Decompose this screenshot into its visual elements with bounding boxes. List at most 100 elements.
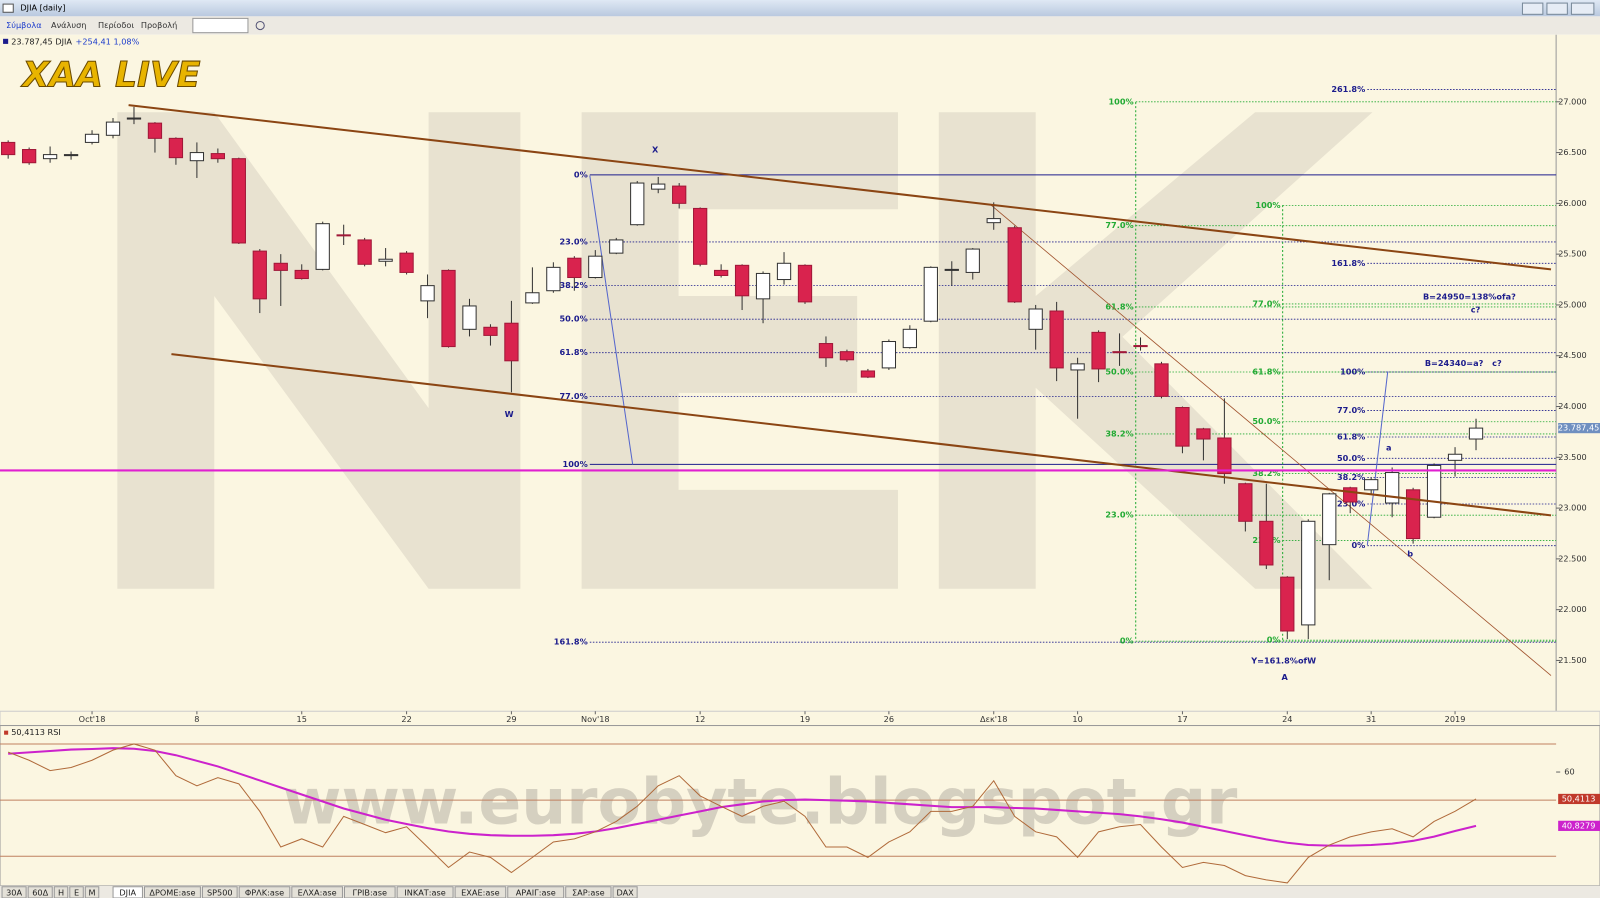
- tab-label[interactable]: ΙΝΚΑΤ:ase: [404, 887, 445, 897]
- wave-annotation: a: [1386, 442, 1392, 452]
- wave-annotation: B=24950=138%ofa?: [1423, 291, 1516, 301]
- candle-body: [546, 266, 561, 292]
- fib-label: 50.0%: [1252, 416, 1280, 426]
- tab-label[interactable]: DJIA: [119, 887, 136, 897]
- candle-body: [357, 239, 372, 265]
- candle-body: [1447, 453, 1463, 461]
- candle-body: [210, 153, 225, 160]
- candle-body: [1343, 487, 1358, 503]
- fib-label: 100%: [1108, 96, 1133, 106]
- candle-body: [1070, 363, 1085, 371]
- window-controls[interactable]: [1521, 2, 1595, 15]
- fib-label: 77.0%: [1337, 405, 1365, 415]
- rsi-line: [7, 743, 1477, 884]
- candle-body: [420, 285, 435, 302]
- fib-label: 38.2%: [1337, 472, 1365, 482]
- candle-body: [231, 158, 246, 244]
- tab-label[interactable]: ΔΡΟΜΕ:ase: [149, 887, 195, 897]
- candle-body: [273, 262, 288, 271]
- rsi-last-label-box: [1558, 793, 1600, 805]
- x-tick-label: 17: [1177, 714, 1187, 724]
- channel-lower: [171, 353, 1552, 517]
- candle-body: [693, 207, 708, 265]
- fib-label: 50.0%: [1105, 366, 1133, 376]
- tab-label[interactable]: E: [74, 887, 79, 897]
- fib-label: 0%: [1267, 635, 1281, 645]
- candle-body: [944, 268, 959, 271]
- rsi-panel: [0, 725, 1600, 887]
- fib-label: 100%: [1255, 200, 1280, 210]
- candle-body: [483, 326, 498, 336]
- candle-body: [1322, 493, 1337, 546]
- fib-label: 61.8%: [1337, 431, 1365, 441]
- candle-body: [105, 121, 121, 136]
- x-tick-label: 2019: [1445, 714, 1466, 724]
- candle-body: [902, 328, 917, 349]
- candle-body: [818, 343, 834, 359]
- candle-body: [441, 269, 456, 348]
- wave-annotation: c?: [1471, 305, 1481, 315]
- fib-label: 77.0%: [1105, 220, 1133, 230]
- wave-annotation: A: [1282, 672, 1289, 682]
- fib-label: 0%: [1351, 540, 1365, 550]
- tab-label[interactable]: 60Δ: [32, 887, 48, 897]
- menu-item[interactable]: Περίοδοι: [98, 20, 134, 30]
- tab-label[interactable]: ΦΡΛΚ:ase: [245, 887, 284, 897]
- fib-label: 61.8%: [1252, 366, 1280, 376]
- candle-body: [504, 322, 519, 362]
- rsi-average-line: [8, 747, 1477, 847]
- candle-body: [1468, 427, 1484, 440]
- menu-item[interactable]: Ανάλυση: [51, 20, 86, 30]
- menu-item[interactable]: Προβολή: [141, 20, 178, 30]
- fib-label: 61.8%: [559, 347, 587, 357]
- wave-annotation: B=24340=a?: [1425, 358, 1484, 368]
- symbol-input[interactable]: [192, 17, 249, 34]
- candle-body: [378, 258, 393, 262]
- fib-label: 100%: [1340, 366, 1365, 376]
- y-tick-label: 23.000: [1558, 503, 1587, 513]
- candle-body: [839, 351, 855, 361]
- title-bar: [0, 0, 1600, 17]
- candle-body: [126, 117, 142, 120]
- tab-label[interactable]: ΕΧΑΕ:ase: [461, 887, 500, 897]
- x-tick-label: 22: [401, 714, 411, 724]
- candle-body: [1196, 428, 1211, 440]
- tab-label[interactable]: H: [58, 887, 64, 897]
- candle-body: [294, 269, 309, 280]
- wave-annotation: b: [1407, 549, 1413, 559]
- fib-label: 23.0%: [1105, 510, 1133, 520]
- y-tick-label: 23.500: [1558, 452, 1587, 462]
- fib-label: 161.8%: [1331, 258, 1365, 268]
- tab-label[interactable]: ΕΛΧΑ:ase: [298, 887, 337, 897]
- window-icon: [2, 3, 14, 13]
- tab-label[interactable]: SP500: [207, 887, 233, 897]
- fib-label: 50.0%: [1337, 453, 1365, 463]
- fib-label: 0%: [1120, 636, 1134, 646]
- fib-label: 23.0%: [1337, 499, 1365, 509]
- fib-label: 23.0%: [559, 236, 587, 246]
- search-button[interactable]: [255, 20, 265, 31]
- x-tick-label: 26: [884, 714, 894, 724]
- y-tick-label: 22.000: [1558, 604, 1587, 614]
- candle-body: [1175, 407, 1190, 447]
- y-tick-label: 22.500: [1558, 553, 1587, 563]
- y-tick-label: 24.000: [1558, 401, 1587, 411]
- candle-body: [1028, 308, 1043, 330]
- tab-label[interactable]: M: [89, 887, 96, 897]
- fib-label: 61.8%: [1105, 301, 1133, 311]
- candle-body: [1238, 483, 1253, 522]
- last-price-label: 23.787,45: [1558, 423, 1600, 433]
- tab-label[interactable]: DAX: [616, 887, 634, 897]
- tab-label[interactable]: 30A: [6, 887, 22, 897]
- rsi-average-label-box: [1558, 820, 1600, 831]
- candle-body: [63, 154, 79, 157]
- x-tick-label: 10: [1072, 714, 1082, 724]
- tab-label[interactable]: ΑΡΑΙΓ:ase: [516, 887, 556, 897]
- candle-body: [1364, 479, 1379, 491]
- x-tick-label: 31: [1366, 714, 1376, 724]
- tab-label[interactable]: ΓΡΙΒ:ase: [353, 887, 387, 897]
- candle-body: [1154, 363, 1169, 397]
- tab-label[interactable]: ΣΑΡ:ase: [572, 887, 605, 897]
- menu-item[interactable]: Σύμβολα: [6, 20, 41, 30]
